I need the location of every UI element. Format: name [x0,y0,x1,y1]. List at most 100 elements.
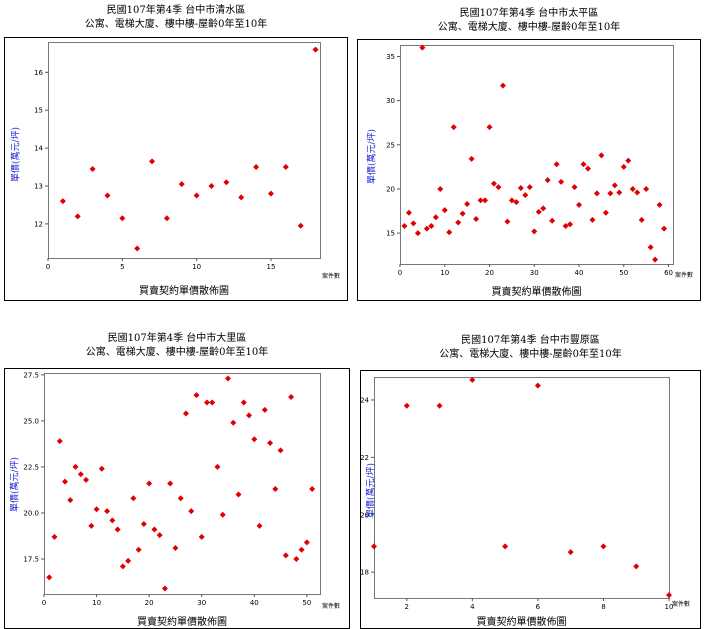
data-point [161,585,168,592]
data-point [567,221,574,228]
data-point [553,161,560,168]
x-tick-label: 8 [601,603,605,611]
x-axis-unit: 案件數 [322,603,341,610]
chart-panel-qingshui: 民國107年第4季 台中市清水區 公寓、電梯大廈、樓中樓-屋齡0年至10年 12… [4,0,348,301]
data-point [256,522,263,529]
x-tick-label: 0 [398,269,402,277]
data-point [576,201,583,208]
y-tick-label: 17.5 [23,556,39,564]
data-point [401,223,408,230]
data-point [182,410,189,417]
data-point [272,486,279,493]
data-point [288,393,295,400]
data-point [104,192,111,199]
y-tick-label: 20.0 [23,509,39,517]
y-tick-label: 15 [34,107,43,115]
data-point [208,183,215,189]
y-tick-label: 20 [360,511,369,519]
data-point [251,436,258,443]
data-point [225,375,231,382]
data-point [163,215,170,222]
chart-subtitle: 公寓、電梯大廈、樓中樓-屋齡0年至10年 [437,22,621,33]
data-point [544,177,551,184]
data-point [656,201,663,208]
x-axis-label: 買賣契約單價散佈圖 [476,617,567,628]
data-point [119,215,126,222]
data-point [410,220,417,227]
data-point [611,182,618,189]
data-point [238,194,245,201]
x-tick-label: 2 [405,603,409,611]
data-point [468,155,475,162]
data-point [51,533,58,540]
y-tick-label: 20 [386,185,395,193]
data-point [261,406,268,413]
data-point [405,209,412,216]
x-axis-label: 買賣契約單價散佈圖 [139,286,229,297]
data-point [214,463,221,470]
data-point [567,549,574,556]
data-point [230,419,237,426]
x-tick-label: 20 [145,599,154,607]
data-point [198,533,205,540]
y-tick-label: 27.5 [23,371,39,379]
y-axis-label: 單價(萬元/坪) [367,128,378,185]
data-point [403,402,410,409]
x-tick-label: 40 [250,599,259,607]
data-point [167,480,174,487]
data-point [464,200,471,207]
data-point [477,197,484,204]
chart-title: 民國107年第4季 台中市太平區 [459,8,599,19]
chart-canvas: 12 13 14 15 16 0 5 10 15 [4,37,348,301]
chart-subtitle: 公寓、電梯大廈、樓中樓-屋齡0年至10年 [85,347,269,358]
x-tick-label: 30 [530,269,539,277]
data-point [253,164,260,171]
data-point [558,178,565,185]
data-point [633,563,640,570]
data-point [432,214,439,221]
data-point [450,124,457,131]
data-point [508,197,515,204]
plot-area [400,45,674,265]
data-point [93,506,100,513]
data-point [634,189,641,196]
y-tick-label: 22 [360,454,369,462]
data-point [602,209,609,216]
data-point [134,245,141,252]
data-point [88,522,95,529]
data-point [74,213,81,220]
data-point [267,439,274,446]
data-point [437,185,444,192]
data-point [486,124,493,131]
data-point [235,491,242,498]
chart-panel-taiping: 民國107年第4季 台中市太平區 公寓、電梯大廈、樓中樓-屋齡0年至10年 15… [357,0,701,301]
data-point [223,179,230,186]
x-tick-label: 20 [485,269,494,277]
data-point [98,465,105,472]
x-tick-label: 10 [665,603,674,611]
data-point [629,185,636,192]
data-point [540,205,547,212]
data-point [593,190,600,197]
data-point [151,526,158,533]
x-tick-label: 15 [266,263,275,271]
data-point [598,152,605,159]
x-axis-unit: 案件數 [675,272,694,279]
y-tick-label: 13 [34,183,43,191]
data-point [562,223,569,230]
chart-canvas: 17.5 20.0 22.5 25.0 27.5 0 10 20 30 40 50 [4,368,350,629]
data-point [504,218,511,225]
data-point [428,223,435,230]
chart-title: 民國107年第4季 台中市清水區 [106,5,246,16]
data-point [490,180,497,187]
data-point [469,376,476,383]
data-point [240,399,247,406]
data-point [473,215,480,222]
data-point [172,544,179,551]
data-point [104,508,111,515]
data-point [652,256,659,263]
data-point [193,192,200,199]
x-axis-unit: 案件數 [672,601,691,608]
y-tick-label: 22.5 [23,463,39,471]
